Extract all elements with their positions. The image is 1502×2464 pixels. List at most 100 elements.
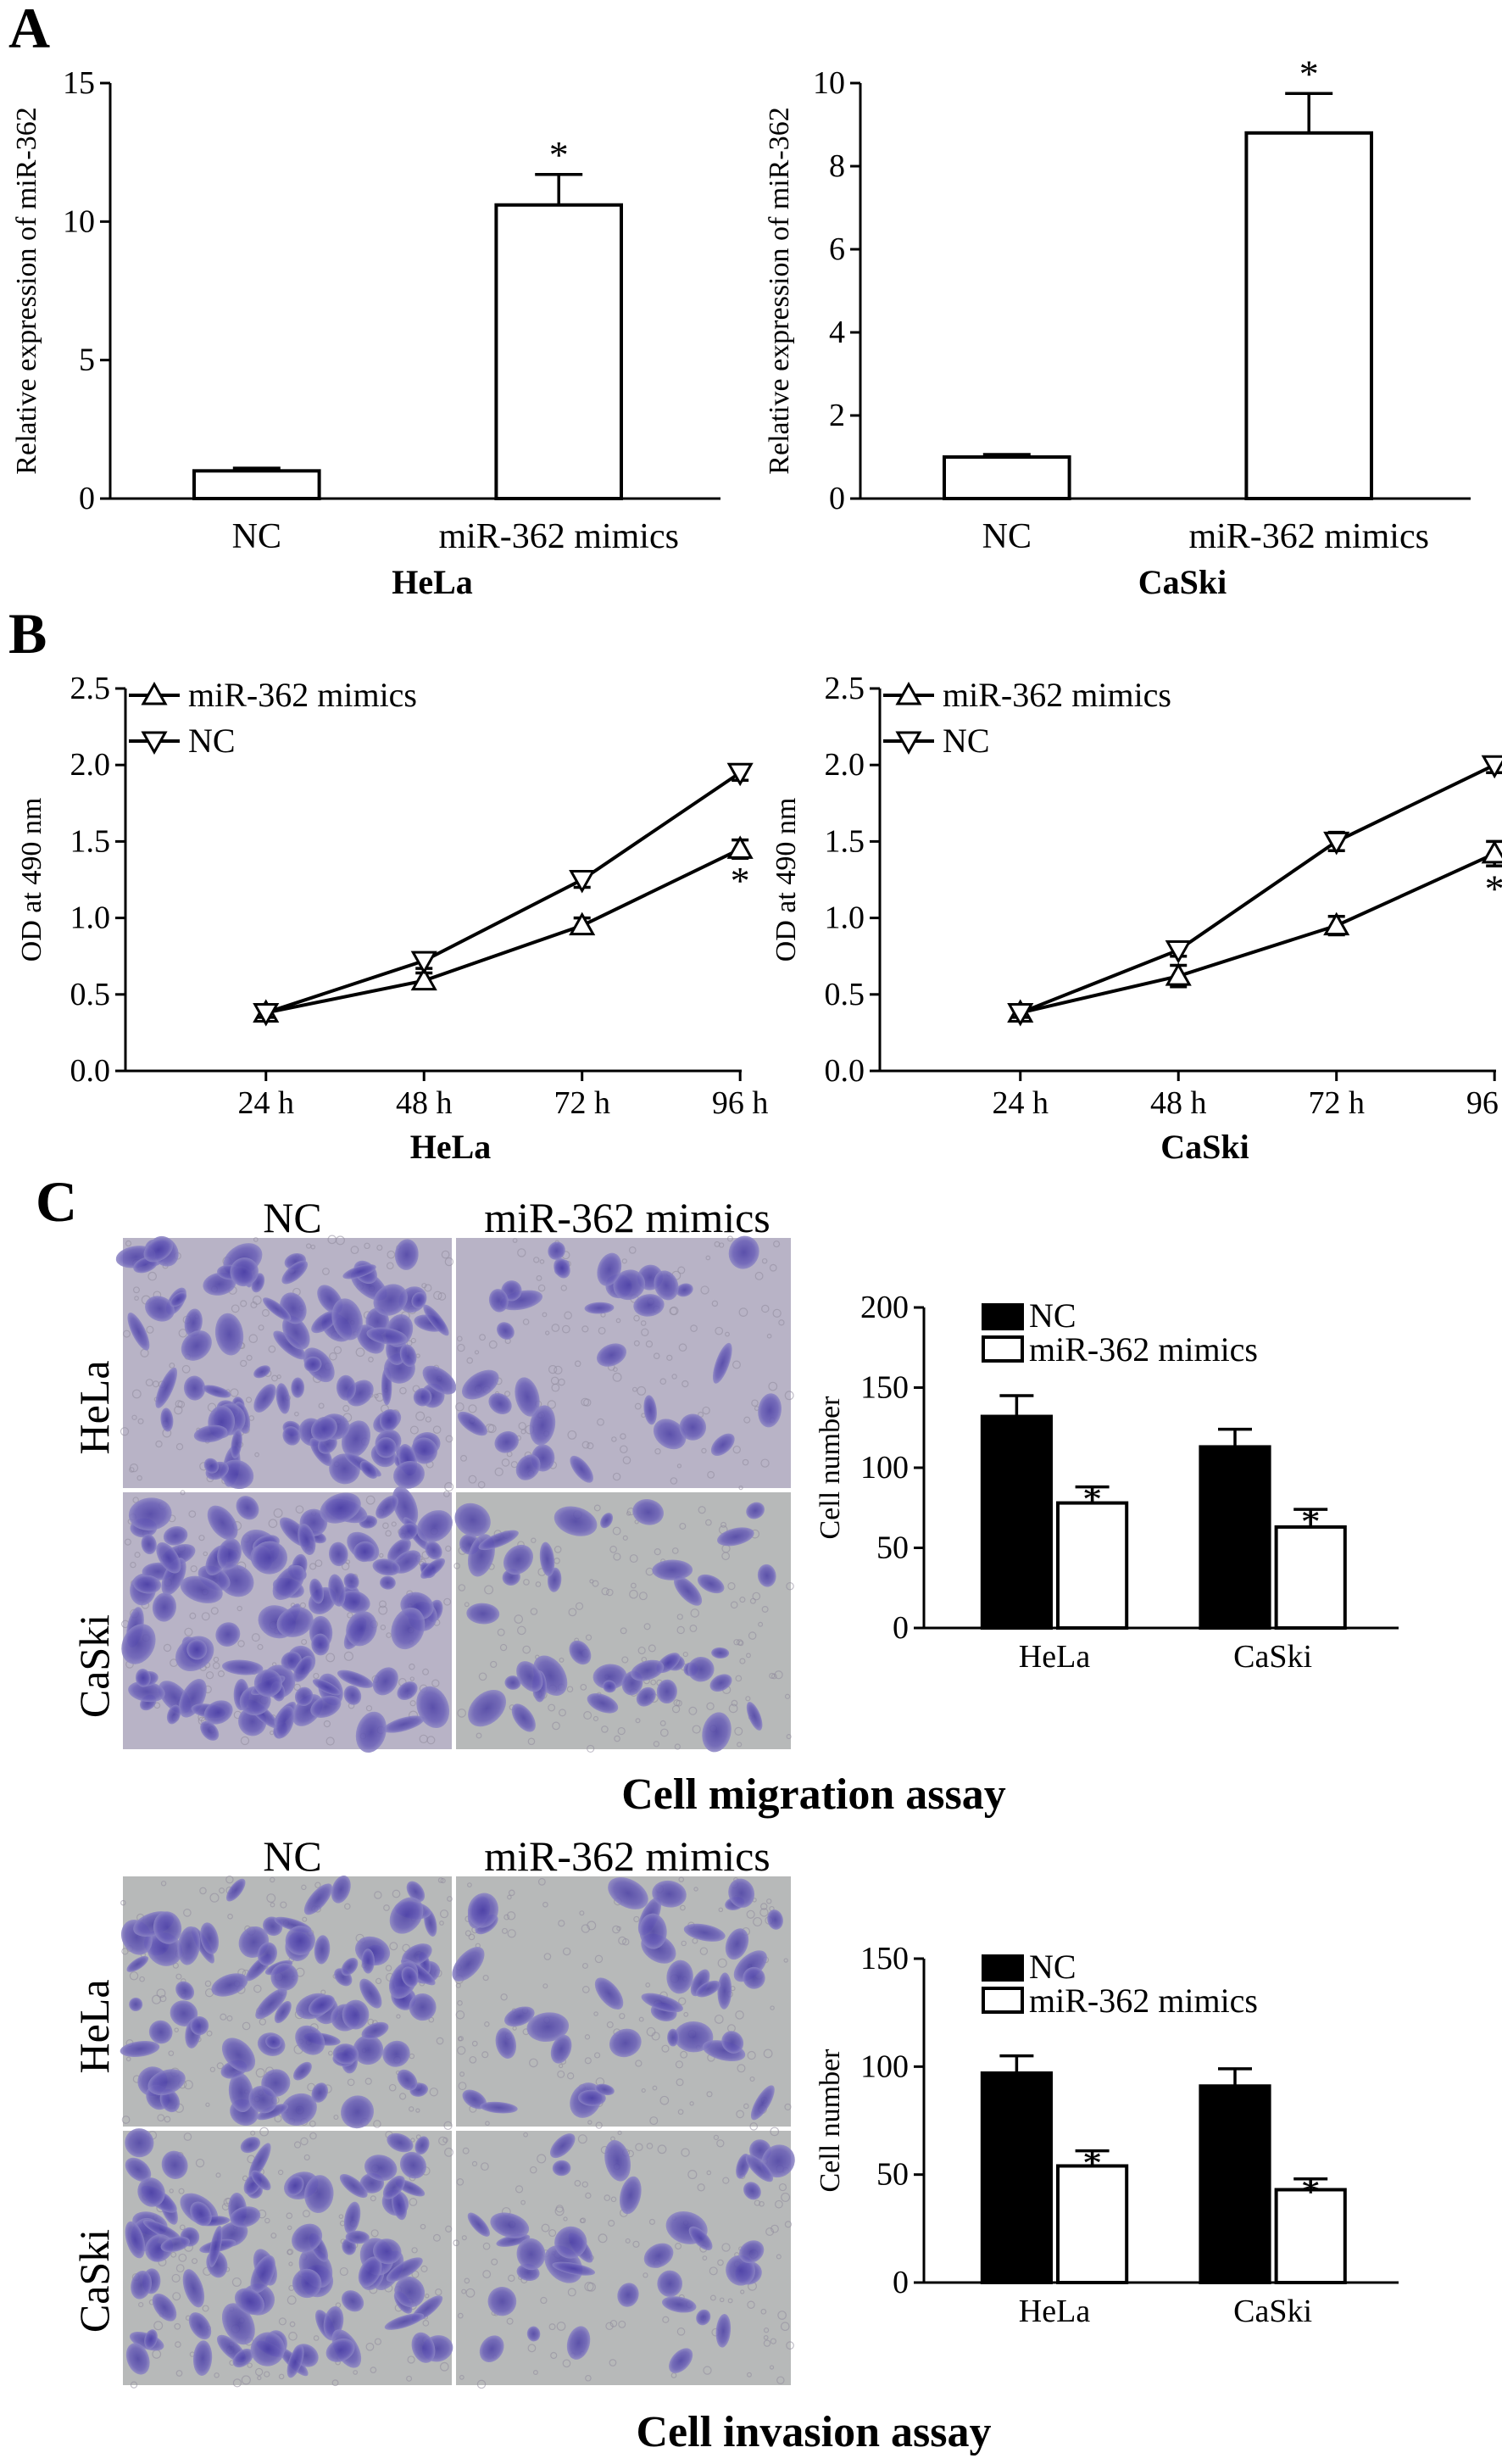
membrane-pore: [134, 1296, 139, 1302]
membrane-pore: [554, 1365, 563, 1375]
membrane-pore: [774, 1670, 783, 1680]
membrane-pore: [709, 2294, 716, 2301]
stained-cell: [221, 2038, 256, 2072]
bar: [943, 455, 1071, 500]
membrane-pore: [707, 1470, 715, 1479]
membrane-pore: [765, 2227, 775, 2236]
membrane-pore: [471, 2160, 478, 2167]
membrane-pore: [662, 2316, 670, 2323]
stained-cell: [697, 1574, 725, 1594]
stained-cell: [253, 1669, 282, 1697]
membrane-pore: [201, 1612, 210, 1621]
legend-label: NC: [188, 722, 236, 760]
membrane-pore: [681, 1940, 687, 1947]
membrane-pore: [772, 1308, 782, 1318]
membrane-pore: [379, 1553, 384, 1558]
membrane-pore: [383, 1904, 390, 1911]
membrane-pore: [659, 1378, 667, 1385]
membrane-pore: [651, 2032, 660, 2041]
membrane-pore: [717, 1958, 727, 1968]
membrane-pore: [777, 2311, 787, 2320]
membrane-pore: [497, 1628, 505, 1636]
membrane-pore: [169, 2188, 174, 2194]
stained-cell: [336, 1374, 356, 1401]
stained-cell: [353, 2035, 384, 2065]
membrane-pore: [457, 2312, 464, 2319]
stained-cell: [263, 1297, 292, 1321]
stained-cell: [343, 1573, 359, 1590]
stained-cell: [331, 1298, 363, 1341]
y-tick-label: 10: [63, 203, 95, 239]
membrane-pore: [637, 1646, 646, 1655]
migration-assay-title: Cell migration assay: [621, 1770, 1006, 1819]
membrane-pore: [424, 1284, 432, 1292]
membrane-pore: [455, 2010, 465, 2020]
stained-cell: [457, 1411, 487, 1436]
x-axis-title: HeLa: [392, 563, 473, 601]
membrane-pore: [659, 2095, 670, 2105]
membrane-pore: [251, 1633, 260, 1642]
membrane-pore: [164, 2116, 171, 2123]
membrane-pore: [214, 2372, 220, 2378]
membrane-pore: [409, 2106, 414, 2112]
membrane-pore: [653, 1741, 660, 1748]
membrane-pore: [735, 1675, 743, 1682]
membrane-pore: [520, 2199, 526, 2205]
membrane-pore: [676, 1614, 683, 1620]
stained-cell: [717, 1527, 754, 1547]
membrane-pore: [609, 2359, 617, 2366]
stained-cell: [137, 2177, 165, 2207]
membrane-pore: [178, 2188, 185, 2194]
membrane-pore: [420, 2223, 426, 2230]
stained-cell: [746, 1502, 765, 1519]
membrane-pore: [301, 1884, 307, 1891]
membrane-pore: [653, 1352, 660, 1360]
stained-cell: [467, 1893, 498, 1928]
membrane-pore: [456, 2178, 465, 2186]
membrane-pore: [447, 1896, 453, 1902]
membrane-pore: [169, 1363, 175, 1369]
data-point-marker: [253, 1002, 280, 1027]
membrane-pore: [253, 1984, 262, 1993]
stained-cell: [608, 1877, 648, 1909]
stained-cell: [566, 2326, 591, 2360]
x-tick-label: 72 h: [554, 1085, 610, 1121]
membrane-pore: [465, 2288, 476, 2298]
membrane-pore: [739, 1597, 746, 1603]
membrane-pore: [678, 1343, 687, 1352]
stained-cell: [643, 2243, 674, 2268]
membrane-pore: [460, 1454, 467, 1462]
membrane-pore: [638, 1592, 648, 1601]
membrane-pore: [237, 1640, 245, 1647]
membrane-pore: [453, 1563, 460, 1569]
membrane-pore: [714, 1240, 720, 1247]
stained-cell: [343, 2201, 361, 2235]
stained-cell: [253, 1365, 271, 1379]
membrane-pore: [763, 2327, 770, 2333]
membrane-pore: [219, 1887, 225, 1894]
stained-cell: [425, 1541, 442, 1560]
membrane-pore: [737, 2064, 746, 2073]
membrane-pore: [432, 2233, 441, 2242]
membrane-pore: [124, 1538, 131, 1546]
membrane-pore: [278, 2317, 286, 2326]
membrane-pore: [760, 1458, 770, 1468]
membrane-pore: [240, 1359, 248, 1368]
stained-cell: [320, 1492, 361, 1524]
panel-letter-c: C: [36, 1169, 77, 1234]
col-label-mimics: miR-362 mimics: [484, 1194, 770, 1241]
membrane-pore: [137, 1418, 144, 1424]
membrane-pore: [453, 2239, 459, 2247]
stained-cell: [550, 2034, 572, 2064]
membrane-pore: [458, 1584, 466, 1592]
membrane-pore: [202, 2305, 209, 2312]
membrane-pore: [374, 1891, 382, 1899]
membrane-pore: [692, 1937, 698, 1944]
x-axis-title: CaSki: [1138, 563, 1227, 601]
membrane-pore: [713, 2134, 720, 2140]
membrane-pore: [302, 2210, 310, 2218]
legend-label: NC: [1029, 1948, 1076, 1986]
stained-cell: [504, 2006, 535, 2027]
membrane-pore: [581, 2181, 588, 2188]
membrane-pore: [174, 2322, 181, 2330]
